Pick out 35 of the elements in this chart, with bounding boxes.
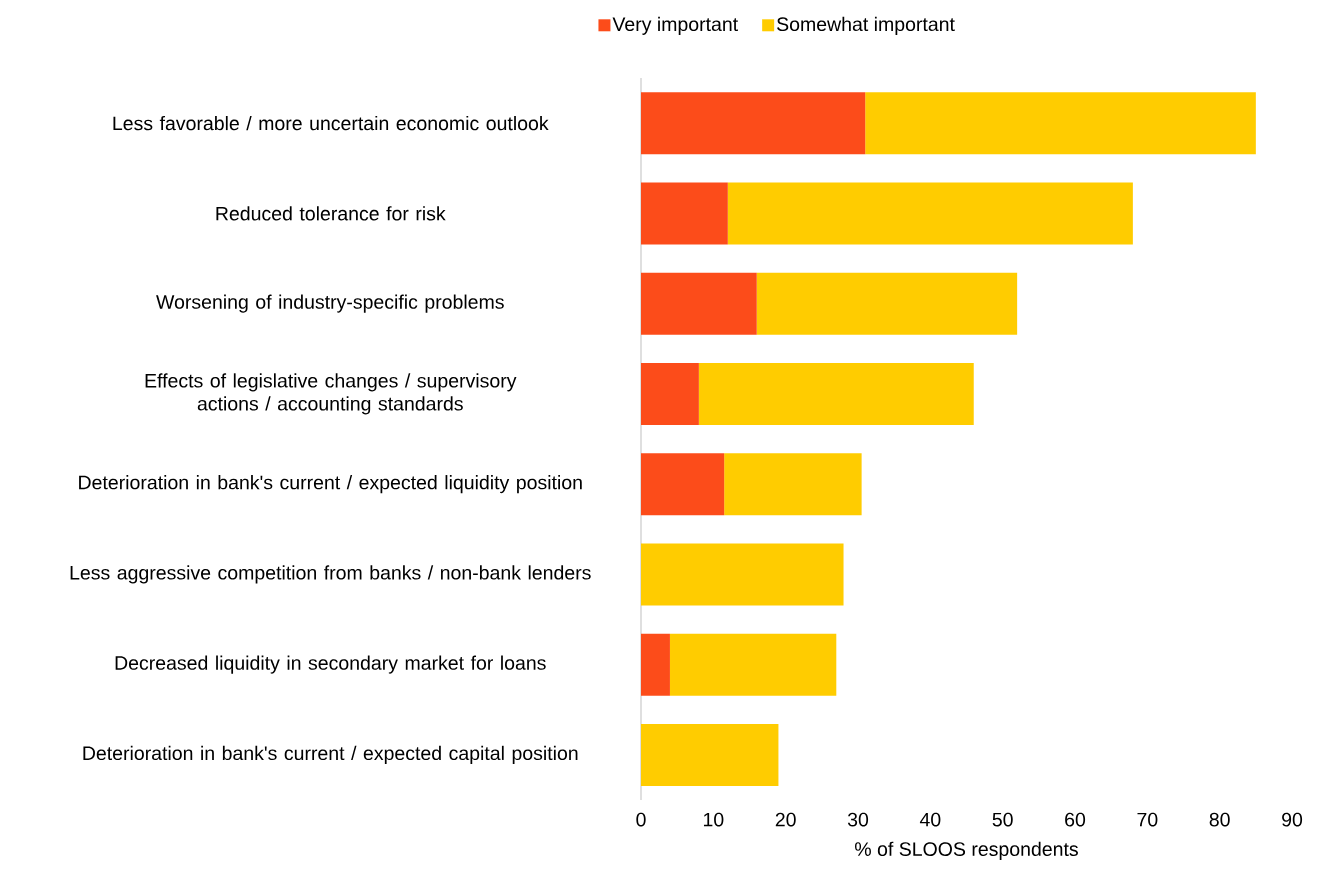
bar [641, 723, 779, 786]
y-tick-label: Decreased liquidity in secondary market for loans [115, 655, 546, 674]
bar [724, 453, 862, 516]
bar [727, 182, 1133, 245]
bar [641, 453, 725, 516]
bar [641, 633, 670, 696]
bar [641, 272, 757, 335]
bar [641, 182, 728, 245]
x-tick-label: 50 [992, 812, 1013, 827]
legend-label: Somewhat important [777, 16, 955, 35]
x-axis-title: % of SLOOS respondents [855, 841, 1078, 860]
x-tick-label: 80 [1209, 812, 1230, 827]
bar [698, 362, 974, 425]
x-tick-label: 40 [919, 812, 941, 827]
y-tick-label: Deterioration in bank's current / expected liquidity position [79, 475, 582, 494]
bar [865, 92, 1256, 155]
x-tick-label: 0 [636, 812, 646, 827]
x-tick-label: 70 [1137, 812, 1158, 827]
x-tick-label: 20 [775, 812, 796, 827]
x-tick-label: 30 [847, 812, 869, 827]
y-tick-label: Reduced tolerance for risk [216, 206, 446, 221]
bar [669, 633, 837, 696]
bar [641, 92, 866, 155]
x-tick-label: 60 [1065, 812, 1086, 827]
y-tick-label: Effects of legislative changes / supervisory actions / accounting standards [145, 373, 517, 415]
x-tick-label: 90 [1282, 812, 1303, 827]
bar [641, 362, 699, 425]
x-tick-label: 10 [703, 812, 724, 827]
bar [641, 543, 844, 606]
y-tick-label: Deterioration in bank's current / expected capital position [83, 745, 578, 764]
y-tick-label: Less aggressive competition from banks / non-bank lenders [70, 565, 591, 584]
bar [756, 272, 1018, 335]
legend-label: Very important [612, 16, 738, 35]
y-tick-label: Worsening of industry-specific problems [156, 294, 504, 313]
y-tick-label: Less favorable / more uncertain economic outlook [113, 115, 549, 131]
